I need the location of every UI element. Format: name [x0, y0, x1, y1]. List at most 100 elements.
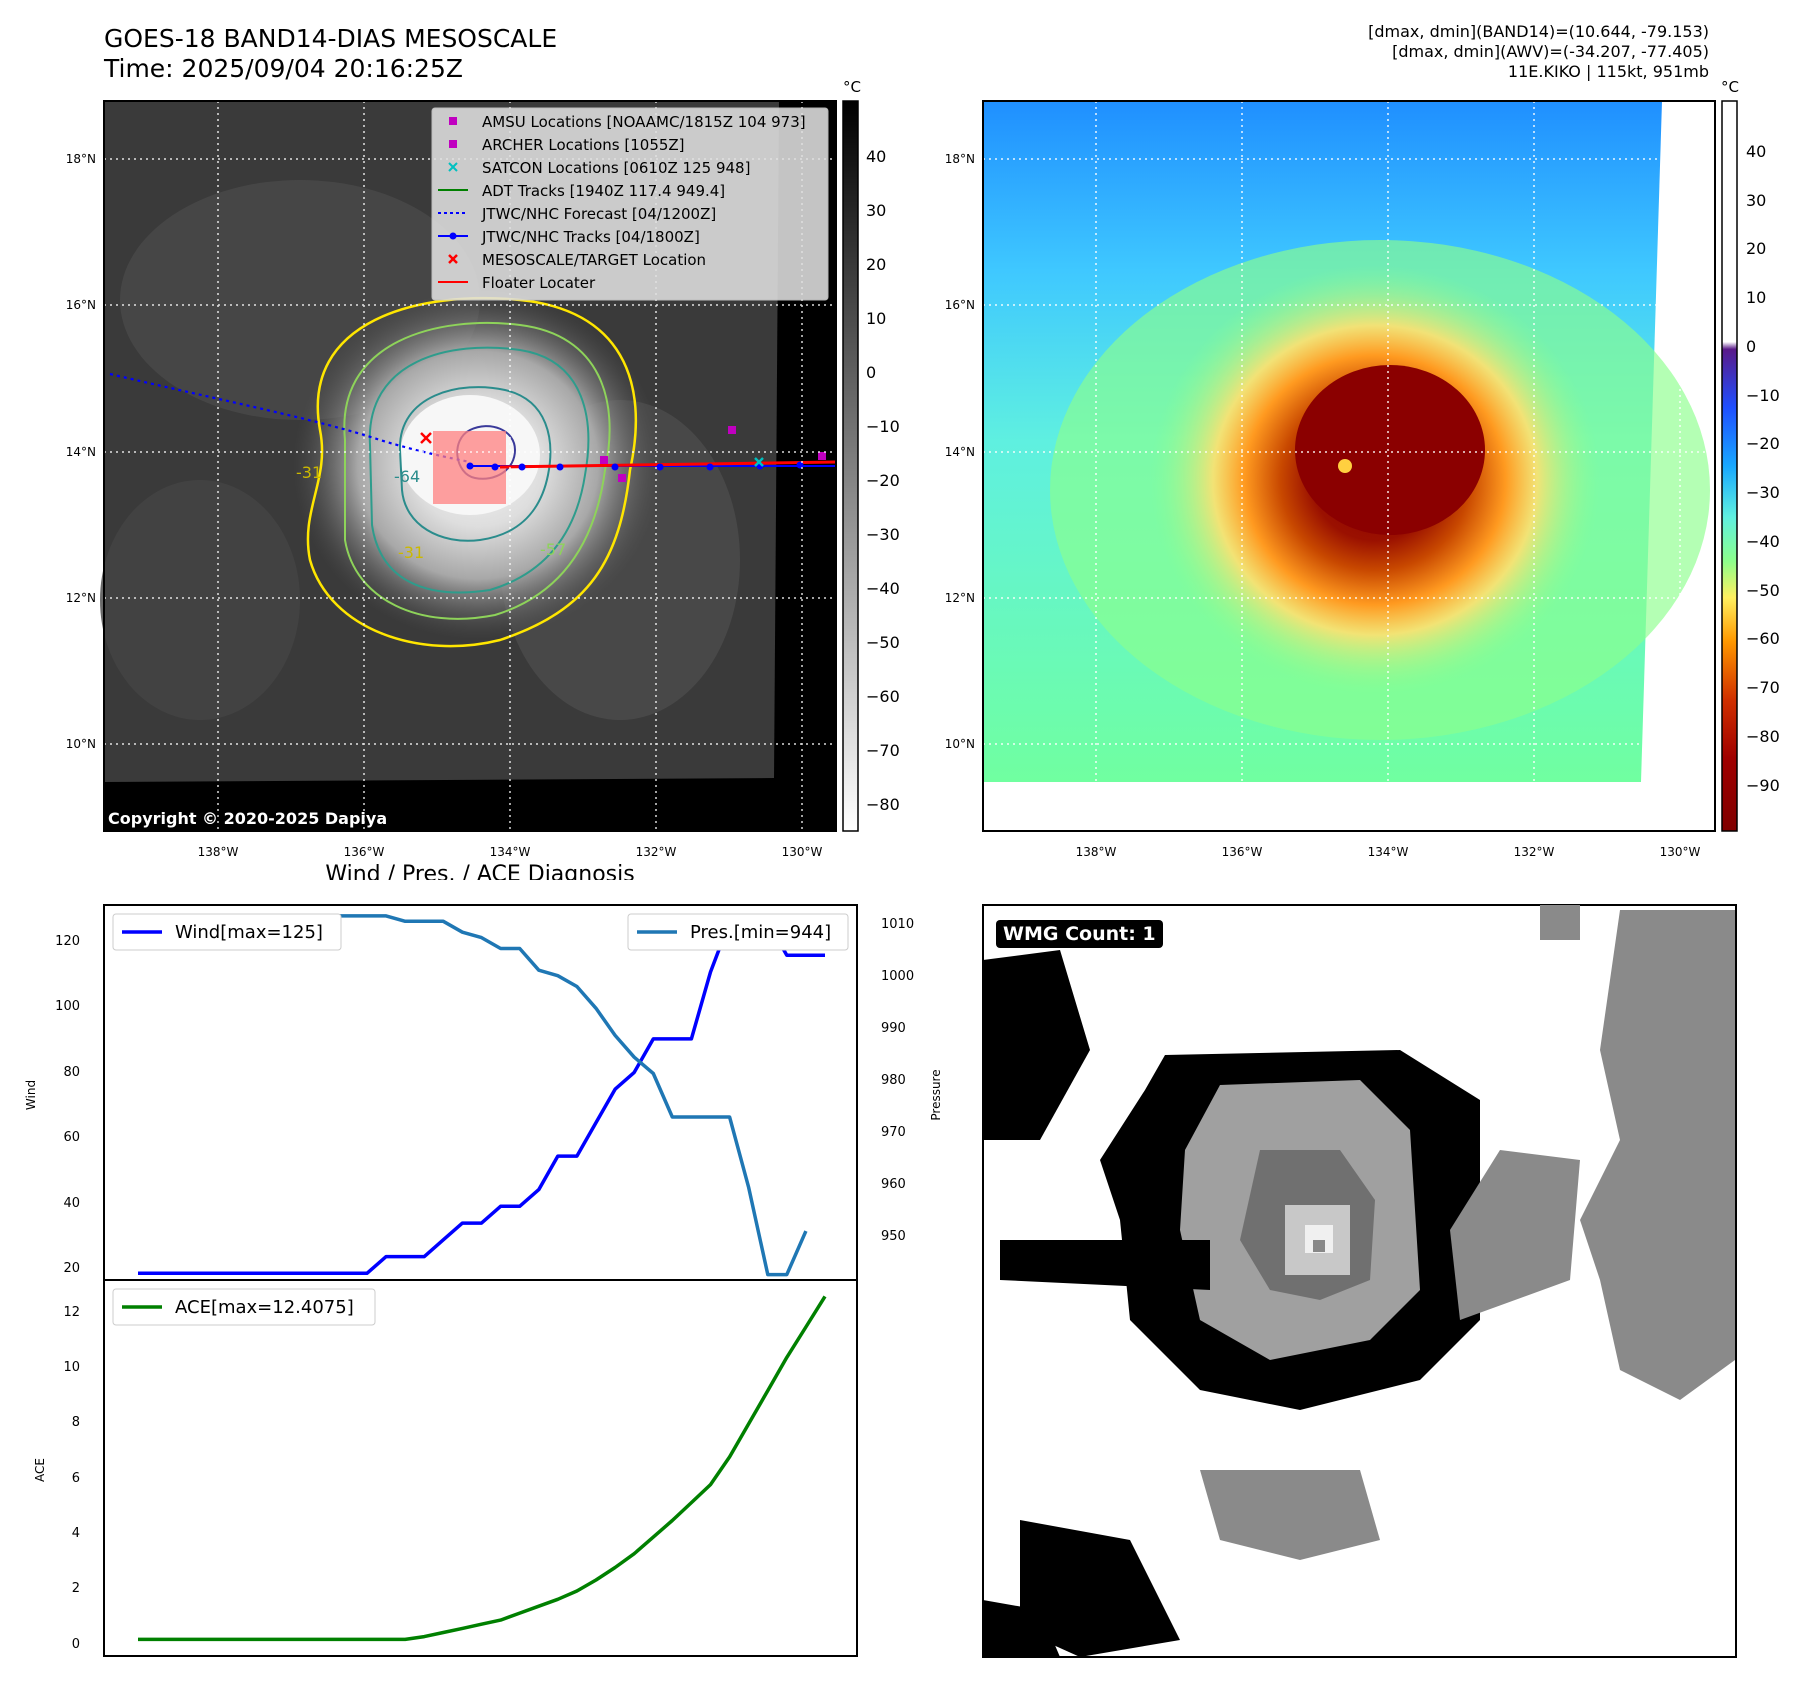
color-cb-tick: −30 — [1746, 483, 1780, 502]
color-cb-tick: −50 — [1746, 581, 1780, 600]
ace-tick: 12 — [63, 1305, 80, 1320]
color-cb-tick: 10 — [1746, 288, 1766, 307]
lat-label-16n: 16°N — [66, 298, 96, 312]
color-cb-tick: −10 — [1746, 386, 1780, 405]
legend-tracks-marker — [438, 232, 468, 240]
gray-cb-tick: −20 — [866, 471, 900, 490]
legend-label-adt: ADT Tracks [1940Z 117.4 949.4] — [482, 182, 725, 200]
legend-label-amsu: AMSU Locations [NOAAMC/1815Z 104 973] — [482, 113, 806, 131]
figure-title-line2: Time: 2025/09/04 20:16:25Z — [104, 54, 463, 83]
ir-gray-map: -64 -31 -31 -57 AMSU Locat — [66, 78, 1780, 880]
color-cb-tick: −80 — [1746, 727, 1780, 746]
figure-title-line1: GOES-18 BAND14-DIAS MESOSCALE — [104, 24, 558, 53]
color-cb-tick: −90 — [1746, 776, 1780, 795]
legend-satcon-marker — [448, 162, 458, 172]
ace-tick: 8 — [72, 1415, 80, 1430]
color-cb-tick: −70 — [1746, 678, 1780, 697]
gray-cb-tick: 20 — [866, 255, 886, 274]
contour-label-3: -31 — [398, 543, 424, 562]
gray-cb-tick: −10 — [866, 417, 900, 436]
lon-label-132w: 132°W — [636, 845, 677, 859]
ace-legend: ACE[max=12.4075] — [175, 1297, 354, 1318]
pres-legend: Pres.[min=944] — [690, 922, 831, 943]
gray-cb-tick: 0 — [866, 363, 876, 382]
diagnosis-charts: 120 100 80 60 40 20 1010 1000 990 980 97… — [24, 904, 943, 1657]
pres-tick: 1010 — [881, 917, 914, 932]
wind-axis-label: Wind — [24, 1080, 38, 1110]
legend-amsu-marker — [449, 117, 457, 125]
copyright-text: Copyright © 2020-2025 Dapiya — [108, 809, 387, 828]
lon-label-136w: 136°W — [344, 845, 385, 859]
contour-label-2: -31 — [296, 463, 322, 482]
color-colorbar-unit: °C — [1721, 78, 1739, 96]
ace-tick: 6 — [72, 1471, 80, 1486]
wmg-panel — [982, 904, 1737, 1658]
lon-label-138w: 138°W — [198, 845, 239, 859]
legend-archer-marker — [449, 140, 457, 148]
wind-tick: 20 — [63, 1261, 80, 1276]
diagnosis-title: Wind / Pres. / ACE Diagnosis — [325, 862, 634, 880]
ace-tick: 4 — [72, 1526, 80, 1541]
gray-cb-tick: −60 — [866, 687, 900, 706]
legend-label-archer: ARCHER Locations [1055Z] — [482, 136, 685, 154]
lat-label-12n: 12°N — [945, 591, 975, 605]
ace-series-line — [138, 1295, 827, 1642]
ace-tick: 0 — [72, 1637, 80, 1652]
lat-label-16n: 16°N — [945, 298, 975, 312]
legend-label-floater: Floater Locater — [482, 274, 596, 292]
gray-cb-tick: −70 — [866, 741, 900, 760]
lat-label-10n: 10°N — [945, 737, 975, 751]
wind-series-line — [138, 919, 825, 1276]
legend-target-marker — [448, 254, 458, 264]
color-cb-tick: −60 — [1746, 629, 1780, 648]
wind-tick: 120 — [55, 934, 80, 949]
pres-tick: 1000 — [881, 969, 914, 984]
gray-cb-tick: −80 — [866, 795, 900, 814]
ace-axis-label: ACE — [33, 1458, 47, 1482]
lon-label-130w: 130°W — [782, 845, 823, 859]
legend-label-tracks: JTWC/NHC Tracks [04/1800Z] — [481, 228, 700, 246]
legend-label-forecast: JTWC/NHC Forecast [04/1200Z] — [481, 205, 716, 223]
ace-tick: 2 — [72, 1581, 80, 1596]
info-line3: 11E.KIKO | 115kt, 951mb — [1507, 62, 1709, 81]
lon-label-136w: 136°W — [1222, 845, 1263, 859]
lat-label-18n: 18°N — [66, 152, 96, 166]
color-cb-tick: −20 — [1746, 434, 1780, 453]
gray-cb-tick: 40 — [866, 147, 886, 166]
pressure-axis-label: Pressure — [929, 1069, 943, 1120]
gray-cb-tick: −40 — [866, 579, 900, 598]
pres-tick: 970 — [881, 1125, 906, 1140]
wind-tick: 100 — [55, 999, 80, 1014]
pres-tick: 950 — [881, 1229, 906, 1244]
info-line2: [dmax, dmin](AWV)=(-34.207, -77.405) — [1392, 42, 1709, 61]
lat-label-12n: 12°N — [66, 591, 96, 605]
lon-label-130w: 130°W — [1660, 845, 1701, 859]
color-cb-tick: 20 — [1746, 239, 1766, 258]
lat-label-10n: 10°N — [66, 737, 96, 751]
pres-tick: 990 — [881, 1021, 906, 1036]
wind-tick: 80 — [63, 1065, 80, 1080]
lon-label-132w: 132°W — [1514, 845, 1555, 859]
color-cb-tick: 0 — [1746, 337, 1756, 356]
legend-label-satcon: SATCON Locations [0610Z 125 948] — [482, 159, 750, 177]
contour-label-1: -64 — [394, 467, 420, 486]
gray-cb-tick: −50 — [866, 633, 900, 652]
color-cb-tick: 40 — [1746, 142, 1766, 161]
lon-label-134w: 134°W — [1368, 845, 1409, 859]
gray-colorbar-unit: °C — [843, 78, 861, 96]
lon-label-138w: 138°W — [1076, 845, 1117, 859]
legend-label-target: MESOSCALE/TARGET Location — [482, 251, 706, 269]
pres-tick: 960 — [881, 1177, 906, 1192]
wmg-count-badge: WMG Count: 1 — [996, 920, 1163, 948]
lat-label-18n: 18°N — [945, 152, 975, 166]
wind-tick: 40 — [63, 1196, 80, 1211]
wind-tick: 60 — [63, 1130, 80, 1145]
ace-tick: 10 — [63, 1360, 80, 1375]
gray-cb-tick: 10 — [866, 309, 886, 328]
pres-tick: 980 — [881, 1073, 906, 1088]
contour-label-4: -57 — [540, 540, 566, 559]
gray-cb-tick: −30 — [866, 525, 900, 544]
gray-cb-tick: 30 — [866, 201, 886, 220]
lat-label-14n: 14°N — [66, 445, 96, 459]
info-line1: [dmax, dmin](BAND14)=(10.644, -79.153) — [1368, 22, 1709, 41]
